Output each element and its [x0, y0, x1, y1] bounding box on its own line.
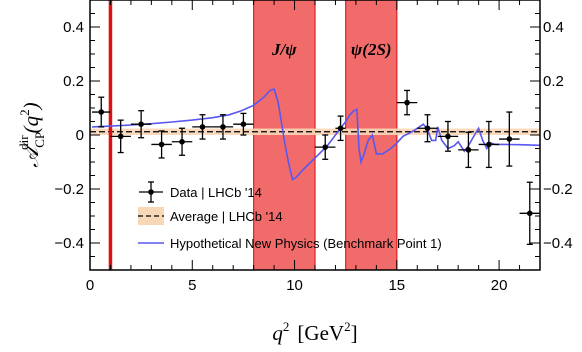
- data-point-marker: [526, 210, 533, 217]
- x-axis-title-unit-close: ]: [351, 321, 358, 345]
- data-point-10: [396, 89, 418, 116]
- data-point-marker: [445, 133, 451, 140]
- data-point-4: [171, 127, 193, 156]
- data-point-marker: [465, 147, 472, 153]
- legend: Data | LHCb '14 Average | LHCb '14 Hypot…: [138, 181, 442, 251]
- data-point-1: [110, 119, 131, 154]
- x-axis-title: q2 [GeV2]: [272, 319, 357, 345]
- data-point-marker: [138, 121, 144, 127]
- data-point-marker: [158, 141, 165, 148]
- y-tick-label-left: 0.4: [63, 19, 84, 36]
- data-point-3: [151, 130, 172, 159]
- axis-ticks: [89, 0, 541, 271]
- x-tick-label: 10: [286, 277, 303, 294]
- data-point-0: [92, 96, 111, 128]
- x-axis-title-unit-sup: 2: [344, 319, 351, 334]
- data-point-marker: [179, 138, 185, 145]
- data-point-marker: [117, 133, 124, 140]
- y-axis-title-sup: dir: [16, 135, 31, 150]
- y-axis-title-arg-close: ): [19, 102, 43, 110]
- data-point-5: [192, 114, 213, 140]
- legend-label-average: Average | LHCb '14: [170, 209, 283, 224]
- data-point-9: [335, 115, 346, 142]
- y-axis-title-arg: (q: [19, 115, 43, 133]
- x-axis-title-sup: 2: [283, 319, 290, 334]
- legend-entry-new-physics: Hypothetical New Physics (Benchmark Poin…: [138, 236, 442, 251]
- data-point-marker: [240, 121, 247, 127]
- legend-data-marker: [148, 189, 154, 195]
- x-axis-title-unit: [GeV: [297, 321, 344, 345]
- y-tick-label-right: 0.4: [543, 19, 564, 36]
- x-tick-label: 15: [388, 277, 405, 294]
- data-point-6: [212, 114, 234, 140]
- vetoed-region-label-0: J/ψ: [271, 40, 297, 59]
- y-tick-label-left: 0: [76, 127, 84, 144]
- vetoed-region-label-1: ψ(2S): [351, 40, 392, 59]
- data-point-2: [130, 110, 152, 139]
- new-physics-curve: [91, 88, 540, 181]
- y-axis-title-sub: CP: [32, 132, 47, 148]
- x-tick-label: 20: [491, 277, 508, 294]
- data-point-marker: [220, 124, 226, 130]
- data-point-marker: [506, 136, 513, 142]
- legend-label-data: Data | LHCb '14: [170, 185, 262, 200]
- data-point-8: [315, 134, 336, 160]
- legend-entry-data: Data | LHCb '14: [139, 181, 262, 203]
- data-point-marker: [404, 99, 410, 106]
- x-tick-label: 5: [188, 277, 196, 294]
- data-point-marker: [322, 144, 329, 150]
- tick-labels: 0 5 10 15 20 0.4 0.2 0 −0.2 −0.4 0.4 0.2 0 −0.2 −0.4: [54, 19, 572, 294]
- x-axis-title-main: q: [272, 321, 283, 345]
- y-tick-label-right: −0.2: [543, 181, 573, 198]
- y-tick-label-right: −0.4: [543, 235, 573, 252]
- legend-entry-average: Average | LHCb '14: [138, 207, 283, 225]
- data-point-11: [417, 114, 438, 143]
- data-point-14: [478, 120, 500, 169]
- data-point-13: [458, 131, 479, 169]
- data-point-marker: [337, 125, 344, 132]
- legend-label-new-physics: Hypothetical New Physics (Benchmark Poin…: [170, 236, 442, 251]
- data-point-marker: [199, 124, 206, 130]
- data-point-7: [233, 112, 254, 136]
- y-tick-label-left: −0.4: [54, 235, 84, 252]
- band-labels: J/ψ ψ(2S): [271, 40, 392, 59]
- average-band-group: [90, 128, 540, 135]
- new-physics-curve-group: [91, 88, 540, 181]
- y-tick-label-right: 0: [543, 127, 551, 144]
- y-tick-label-left: −0.2: [54, 181, 84, 198]
- data-point-16: [519, 181, 540, 246]
- x-tick-label: 0: [86, 277, 94, 294]
- data-point-marker: [424, 125, 431, 132]
- y-axis-title-arg-sup: 2: [17, 109, 32, 116]
- y-tick-label-left: 0.2: [63, 73, 84, 90]
- data-point-12: [437, 120, 459, 152]
- y-tick-label-right: 0.2: [543, 73, 564, 90]
- data-point-marker: [98, 109, 105, 115]
- data-points: [92, 89, 540, 246]
- data-point-marker: [486, 141, 492, 148]
- data-point-15: [499, 111, 520, 167]
